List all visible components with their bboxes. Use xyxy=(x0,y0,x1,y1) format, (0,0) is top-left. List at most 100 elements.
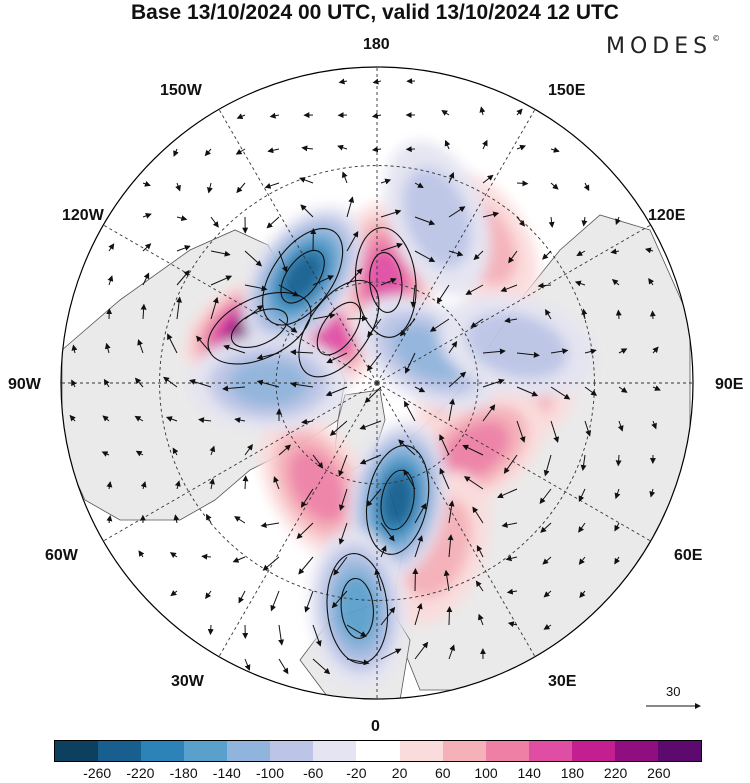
colorbar-swatch-3 xyxy=(184,741,228,761)
wind-vector-203 xyxy=(472,506,484,524)
colorbar-tick-label: 20 xyxy=(391,765,408,781)
wind-vector-117 xyxy=(516,351,540,358)
wind-vector-208 xyxy=(138,550,145,558)
wind-vector-40 xyxy=(210,216,219,228)
wind-vector-224 xyxy=(205,590,212,599)
wind-vector-55 xyxy=(176,245,191,252)
wind-vector-165 xyxy=(338,454,348,477)
wind-vector-20 xyxy=(444,139,451,150)
wind-vector-229 xyxy=(374,568,382,592)
wind-vector-222 xyxy=(614,556,620,565)
copyright-mark: © xyxy=(712,34,721,43)
lon-label-180: 180 xyxy=(363,36,390,53)
lon-label-30w: 30W xyxy=(171,673,204,690)
wind-vector-38 xyxy=(142,213,152,219)
wind-vector-162 xyxy=(244,444,253,456)
wind-vector-212 xyxy=(262,556,280,571)
wind-vector-94 xyxy=(346,315,368,322)
meridian-150 xyxy=(376,109,536,384)
wind-vector-192 xyxy=(106,515,113,524)
wind-vector-30 xyxy=(341,171,348,184)
wind-vector-50 xyxy=(548,216,555,228)
wind-vector-215 xyxy=(380,545,387,558)
contour-line-4 xyxy=(380,469,415,531)
wind-vector-126 xyxy=(189,379,212,388)
wind-vector-122 xyxy=(71,379,77,388)
wind-vector-147 xyxy=(301,418,314,425)
wind-vector-225 xyxy=(238,590,246,604)
wind-vector-66 xyxy=(542,250,552,260)
wind-vector-37 xyxy=(583,182,590,192)
wind-vector-27 xyxy=(236,182,246,194)
wind-vector-240 xyxy=(346,624,367,637)
contour-line-3 xyxy=(280,249,325,304)
wind-vector-140 xyxy=(69,414,76,422)
lon-label-120e: 120E xyxy=(648,207,686,224)
wind-vector-7 xyxy=(371,112,382,119)
wind-vector-83 xyxy=(537,282,552,289)
reference-vector-label: 30 xyxy=(666,684,681,699)
wind-vector-86 xyxy=(648,277,655,286)
wind-vector-13 xyxy=(204,148,212,157)
wind-vector-17 xyxy=(337,144,348,151)
wind-vector-3 xyxy=(236,113,246,119)
wind-vector-238 xyxy=(278,624,285,646)
anomaly-negative-14-level-1 xyxy=(402,167,472,268)
wind-vector-64 xyxy=(473,250,484,261)
colorbar-tick-label: -180 xyxy=(169,765,198,781)
wind-vector-136 xyxy=(550,386,571,400)
wind-vector-114 xyxy=(404,352,416,374)
wind-vector-210 xyxy=(201,553,212,560)
wind-vector-61 xyxy=(380,242,403,252)
wind-vector-184 xyxy=(403,469,416,490)
wind-vector-4 xyxy=(269,112,280,119)
wind-vector-93 xyxy=(312,312,336,320)
wind-vector-153 xyxy=(516,420,526,443)
wind-vector-58 xyxy=(278,250,288,273)
wind-vector-109 xyxy=(223,344,246,354)
wind-vector-188 xyxy=(539,488,552,505)
wind-vector-195 xyxy=(206,513,212,524)
wind-vector-104 xyxy=(71,344,78,354)
anomaly-negative-9-level-5 xyxy=(381,474,414,526)
wind-vector-187 xyxy=(497,488,518,499)
wind-vector-26 xyxy=(206,182,213,194)
wind-vector-253 xyxy=(448,644,455,660)
wind-vector-250 xyxy=(346,658,370,666)
wind-vector-244 xyxy=(478,613,484,626)
wind-vector-131 xyxy=(364,386,382,404)
wind-vector-14 xyxy=(235,148,246,155)
wind-vector-221 xyxy=(578,556,586,565)
modes-brand-logo: MODES© xyxy=(606,34,720,59)
colorbar-tick-label: -260 xyxy=(83,765,112,781)
wind-vector-231 xyxy=(443,569,450,592)
wind-vector-246 xyxy=(543,624,552,630)
wind-vector-25 xyxy=(175,182,181,192)
colorbar-swatch-8 xyxy=(399,741,443,761)
wind-vector-45 xyxy=(380,209,402,218)
wind-vector-214 xyxy=(333,556,348,576)
wind-vector-157 xyxy=(651,420,657,430)
wind-vector-251 xyxy=(380,648,402,660)
colorbar-tick-label: -100 xyxy=(255,765,285,781)
wind-vector-152 xyxy=(482,404,496,422)
wind-vector-169 xyxy=(462,444,484,456)
wind-vector-194 xyxy=(173,514,180,524)
wind-vector-111 xyxy=(290,349,314,356)
wind-vector-34 xyxy=(482,174,494,184)
wind-vector-29 xyxy=(299,177,314,184)
wind-vector-200 xyxy=(380,522,395,542)
wind-vector-84 xyxy=(574,280,586,287)
wind-vector-57 xyxy=(244,250,263,267)
colorbar-tick-label: 260 xyxy=(647,765,671,781)
wind-vector-179 xyxy=(242,475,249,490)
contour-line-5 xyxy=(340,577,374,639)
wind-vector-234 xyxy=(543,590,552,598)
wind-vector-98 xyxy=(470,318,484,328)
lon-label-120w: 120W xyxy=(62,207,104,224)
wind-vector-10 xyxy=(479,106,486,116)
wind-vector-53 xyxy=(108,243,115,252)
wind-vector-12 xyxy=(173,148,179,157)
wind-vector-197 xyxy=(260,522,280,529)
wind-vector-211 xyxy=(232,556,246,563)
